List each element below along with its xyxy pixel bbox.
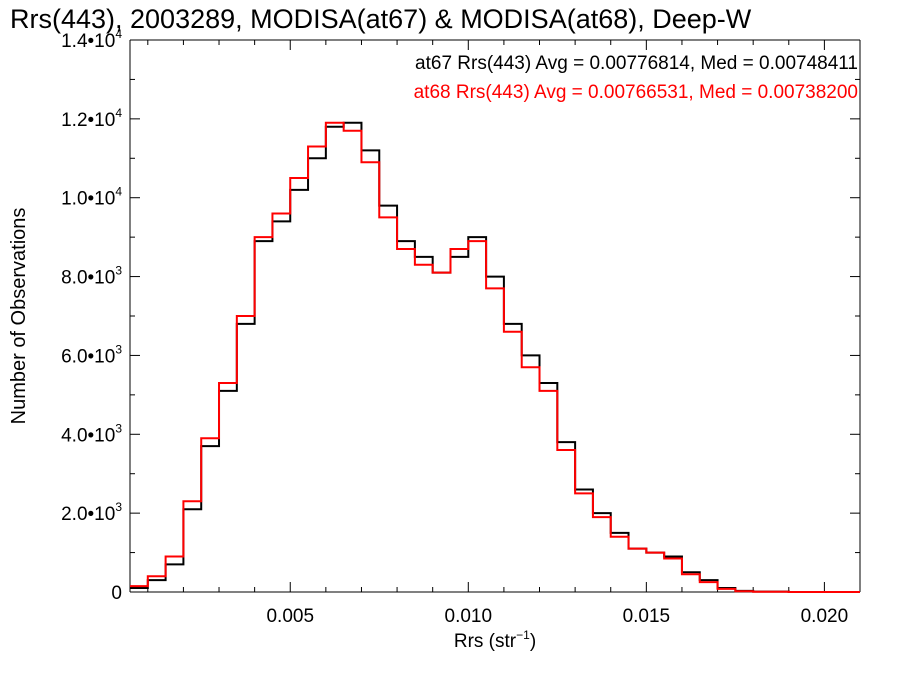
annotation-group: at67 Rrs(443) Avg = 0.00776814, Med = 0.… (414, 53, 858, 103)
x-tick-label: 0.010 (445, 606, 493, 627)
y-tick-label: 6.0•103 (61, 342, 122, 367)
y-axis-label: Number of Observations (8, 208, 30, 425)
y-tick-label: 4.0•103 (61, 421, 122, 446)
y-tick-exponent: 3 (115, 421, 122, 435)
y-tick-exponent: 3 (115, 500, 122, 514)
y-tick-mantissa: 8.0•10 (61, 268, 115, 289)
x-axis-ticks: 0.005 0.010 0.015 0.020 (147, 40, 849, 627)
x-tick-label: 0.015 (623, 606, 671, 627)
annotation-at68: at68 Rrs(443) Avg = 0.00766531, Med = 0.… (414, 82, 858, 103)
x-axis-label: Rrs (str−1) (454, 628, 536, 652)
y-tick-exponent: 3 (115, 264, 122, 278)
y-tick-label: 0 (111, 583, 122, 604)
y-tick-label: 1.0•104 (61, 185, 122, 210)
series-line-at68 (130, 121, 860, 593)
y-axis-ticks: 02.0•1034.0•1036.0•1038.0•1031.0•1041.2•… (61, 27, 860, 604)
y-tick-mantissa: 1.4•10 (61, 31, 115, 52)
x-tick-label: 0.020 (801, 606, 849, 627)
y-tick-label: 1.4•104 (61, 27, 122, 52)
y-tick-mantissa: 0 (111, 583, 122, 604)
y-tick-label: 8.0•103 (61, 264, 122, 289)
series-line-at67 (130, 121, 860, 593)
series-group (130, 121, 860, 593)
x-axis-label-close: ) (530, 631, 536, 652)
y-tick-mantissa: 1.2•10 (61, 110, 115, 131)
y-tick-label: 2.0•103 (61, 500, 122, 525)
y-tick-mantissa: 1.0•10 (61, 189, 115, 210)
y-tick-label: 1.2•104 (61, 106, 122, 131)
y-tick-mantissa: 2.0•10 (61, 504, 115, 525)
x-axis-label-base: Rrs (str (454, 631, 517, 652)
y-tick-mantissa: 6.0•10 (61, 346, 115, 367)
annotation-at67: at67 Rrs(443) Avg = 0.00776814, Med = 0.… (415, 53, 858, 74)
x-tick-label: 0.005 (266, 606, 314, 627)
y-tick-exponent: 3 (115, 342, 122, 356)
y-tick-mantissa: 4.0•10 (61, 425, 115, 446)
chart-title: Rrs(443), 2003289, MODISA(at67) & MODISA… (10, 4, 752, 34)
y-tick-exponent: 4 (115, 27, 122, 41)
y-tick-exponent: 4 (115, 106, 122, 120)
x-axis-label-exponent: −1 (516, 628, 530, 642)
y-tick-exponent: 4 (115, 185, 122, 199)
